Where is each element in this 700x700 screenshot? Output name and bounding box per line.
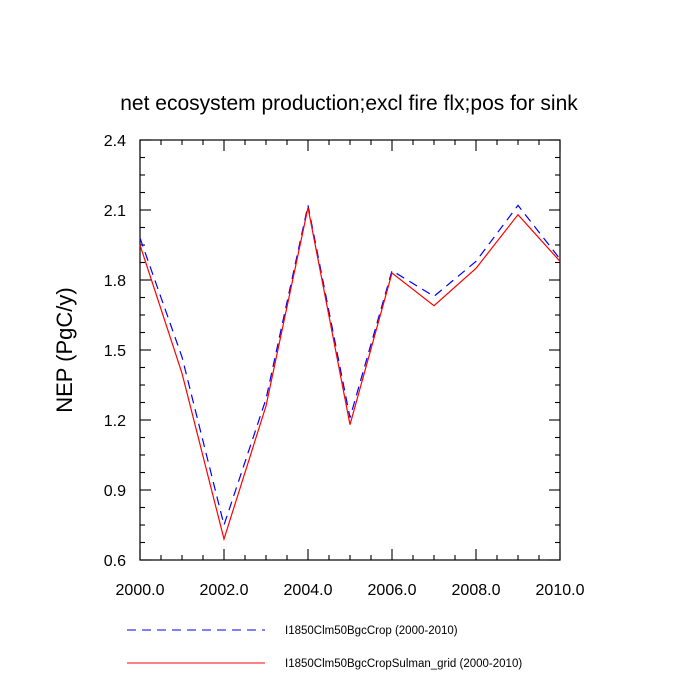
legend-label-2: I1850Clm50BgcCropSulman_grid (2000-2010) <box>285 658 522 670</box>
plot-frame <box>139 139 561 561</box>
y-axis-ticks: 0.6 0.9 1.2 1.5 1.8 2.1 2.4 <box>104 133 560 570</box>
legend-label-1: I1850Clm50BgcCrop (2000-2010) <box>285 625 458 637</box>
y-tick-label: 2.4 <box>104 133 126 150</box>
x-tick-label: 2006.0 <box>368 582 417 599</box>
y-tick-label: 0.9 <box>104 483 126 500</box>
series-layer <box>139 204 561 542</box>
legend: I1850Clm50BgcCrop (2000-2010) I1850Clm50B… <box>127 625 522 670</box>
y-tick-label: 1.5 <box>104 343 126 360</box>
chart-title: net ecosystem production;excl fire flx;p… <box>120 92 578 115</box>
y-tick-label: 1.2 <box>104 413 126 430</box>
y-tick-label: 2.1 <box>104 203 126 220</box>
y-tick-label: 0.6 <box>104 553 126 570</box>
x-tick-label: 2002.0 <box>200 582 249 599</box>
x-tick-label: 2008.0 <box>452 582 501 599</box>
x-tick-label: 2004.0 <box>284 582 333 599</box>
y-axis-label: NEP (PgC/y) <box>52 287 77 413</box>
x-tick-label: 2010.0 <box>536 582 585 599</box>
x-axis-ticks: 2000.0 2002.0 2004.0 2006.0 2008.0 2010.0 <box>116 140 585 599</box>
y-tick-label: 1.8 <box>104 273 126 290</box>
series-line-1 <box>139 204 561 528</box>
plot-border <box>139 139 561 561</box>
series-line-2 <box>139 207 561 542</box>
x-tick-label: 2000.0 <box>116 582 165 599</box>
